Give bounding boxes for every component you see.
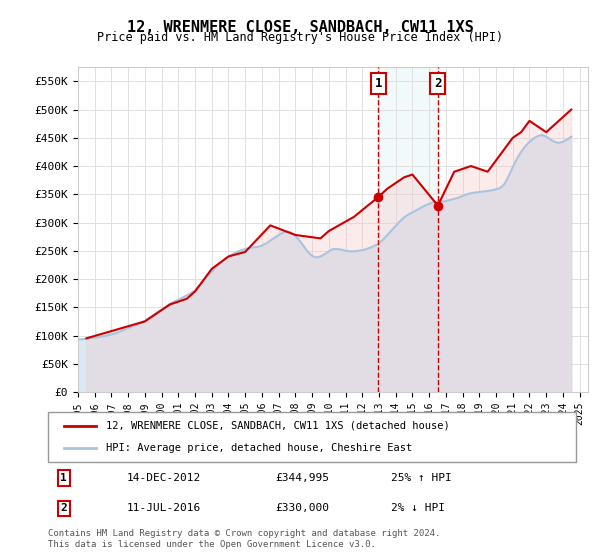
Text: Price paid vs. HM Land Registry's House Price Index (HPI): Price paid vs. HM Land Registry's House … [97,31,503,44]
Text: 2: 2 [434,77,442,90]
Text: Contains HM Land Registry data © Crown copyright and database right 2024.
This d: Contains HM Land Registry data © Crown c… [48,529,440,549]
Text: HPI: Average price, detached house, Cheshire East: HPI: Average price, detached house, Ches… [106,443,412,453]
Text: £330,000: £330,000 [275,503,329,514]
Text: 25% ↑ HPI: 25% ↑ HPI [391,473,452,483]
Text: 12, WRENMERE CLOSE, SANDBACH, CW11 1XS: 12, WRENMERE CLOSE, SANDBACH, CW11 1XS [127,20,473,35]
Text: £344,995: £344,995 [275,473,329,483]
Text: 1: 1 [61,473,67,483]
Text: 2% ↓ HPI: 2% ↓ HPI [391,503,445,514]
Text: 12, WRENMERE CLOSE, SANDBACH, CW11 1XS (detached house): 12, WRENMERE CLOSE, SANDBACH, CW11 1XS (… [106,421,450,431]
Text: 14-DEC-2012: 14-DEC-2012 [127,473,202,483]
Bar [378,67,438,392]
Text: 11-JUL-2016: 11-JUL-2016 [127,503,202,514]
FancyBboxPatch shape [48,412,576,462]
Text: 2: 2 [61,503,67,514]
Text: 1: 1 [374,77,382,90]
